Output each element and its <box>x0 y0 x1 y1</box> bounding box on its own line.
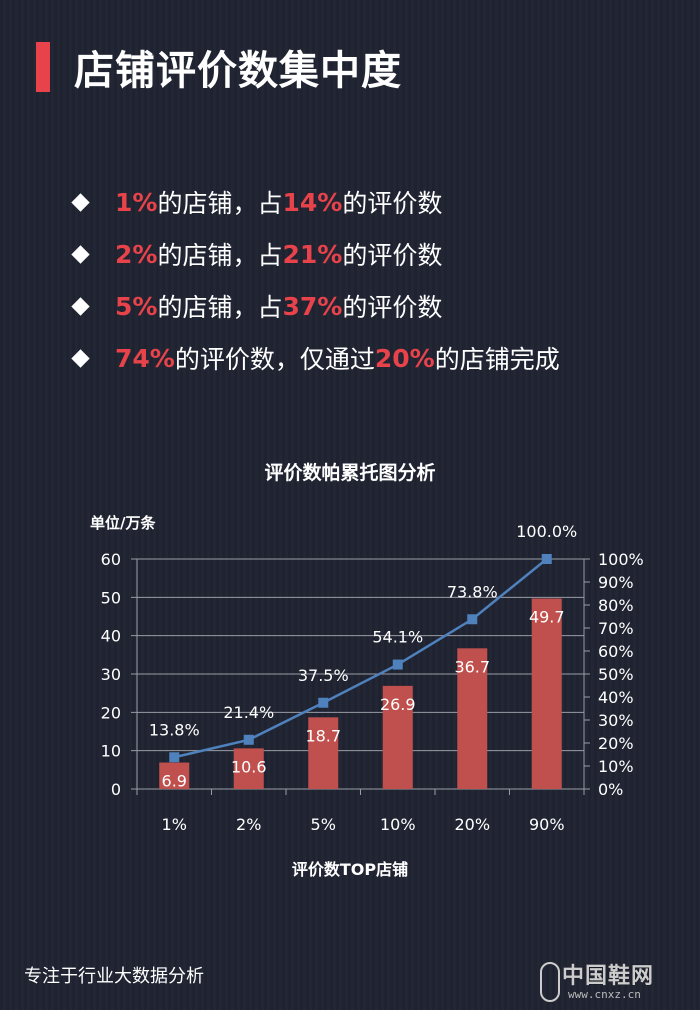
y-tick-label: 20 <box>101 703 121 722</box>
line-marker <box>541 554 552 564</box>
y2-tick-label: 90% <box>598 573 634 592</box>
line-data-label: 73.8% <box>447 582 498 601</box>
y2-tick-label: 10% <box>598 757 634 776</box>
bar <box>382 685 413 789</box>
bullet-item: 2% 的店铺，占 21% 的评价数 <box>70 228 560 280</box>
y-axis-label: 单位/万条 <box>90 514 156 532</box>
text: 的店铺，占 <box>157 241 283 270</box>
bar <box>457 648 488 789</box>
bar <box>308 717 339 789</box>
footprint-icon <box>540 962 560 1002</box>
text: 的评价数 <box>342 293 443 322</box>
y-tick-label: 50 <box>101 588 121 607</box>
y2-tick-label: 100% <box>598 550 644 569</box>
bullet-item: 1% 的店铺，占 14% 的评价数 <box>70 176 560 228</box>
y-tick-label: 10 <box>101 742 121 761</box>
text: 的评价数 <box>342 241 443 270</box>
line-data-label: 100.0% <box>516 522 577 541</box>
y2-tick-label: 80% <box>598 596 634 615</box>
y-tick-label: 40 <box>101 627 121 646</box>
x-tick-label: 10% <box>380 815 416 834</box>
highlight: 14% <box>282 187 343 217</box>
bar-data-label: 18.7 <box>305 726 341 745</box>
bar-data-label: 49.7 <box>529 607 565 626</box>
logo: 中国鞋网 www.cnxz.cn <box>540 958 655 1002</box>
line-data-label: 13.8% <box>149 720 200 739</box>
x-axis-label: 评价数TOP店铺 <box>291 860 409 879</box>
y-tick-label: 30 <box>101 665 121 684</box>
line-marker <box>392 659 403 670</box>
y-tick-label: 0 <box>111 780 121 799</box>
line-data-label: 21.4% <box>223 703 274 722</box>
line-marker <box>243 734 254 745</box>
title-accent-bar <box>36 42 50 92</box>
bar-data-label: 36.7 <box>454 657 490 676</box>
x-tick-label: 90% <box>529 815 565 834</box>
bar-data-label: 6.9 <box>162 772 187 791</box>
line-data-label: 54.1% <box>372 628 423 647</box>
bullet-item: 74% 的评价数，仅通过 20% 的店铺完成 <box>70 332 560 384</box>
x-tick-label: 2% <box>236 815 261 834</box>
y2-tick-label: 50% <box>598 665 634 684</box>
line-marker <box>318 697 329 708</box>
bullet-list: 1% 的店铺，占 14% 的评价数 2% 的店铺，占 21% 的评价数 5% 的店铺，占 37%… <box>70 176 560 384</box>
text: 的店铺完成 <box>434 345 560 374</box>
bullet-item: 5% 的店铺，占 37% 的评价数 <box>70 280 560 332</box>
highlight: 37% <box>282 291 343 321</box>
highlight: 74% <box>115 343 175 373</box>
y2-tick-label: 60% <box>598 642 634 661</box>
footer-tagline: 专注于行业大数据分析 <box>24 966 204 987</box>
bar-data-label: 10.6 <box>231 757 267 776</box>
line-data-label: 37.5% <box>298 666 349 685</box>
line-marker <box>467 614 478 625</box>
highlight: 1% <box>115 187 158 217</box>
text: 的店铺，占 <box>157 189 283 218</box>
y2-tick-label: 20% <box>598 734 634 753</box>
text: 的店铺，占 <box>157 293 283 322</box>
highlight: 20% <box>374 343 435 373</box>
cumulative-line <box>173 558 548 759</box>
highlight: 2% <box>115 239 158 269</box>
text: 的评价数 <box>342 189 443 218</box>
y-tick-label: 60 <box>101 550 121 569</box>
chart-title: 评价数帕累托图分析 <box>264 462 436 484</box>
y2-tick-label: 70% <box>598 619 634 638</box>
bar <box>159 762 190 789</box>
highlight: 5% <box>115 291 158 321</box>
x-tick-label: 5% <box>311 815 336 834</box>
page-title: 店铺评价数集中度 <box>74 48 402 94</box>
x-tick-label: 1% <box>162 815 187 834</box>
x-tick-label: 20% <box>454 815 490 834</box>
bar <box>233 748 264 789</box>
highlight: 21% <box>282 239 343 269</box>
line-marker <box>169 752 180 763</box>
text: 的评价数，仅通过 <box>174 345 375 374</box>
y2-tick-label: 0% <box>598 780 623 799</box>
bar-data-label: 26.9 <box>380 695 416 714</box>
y2-tick-label: 40% <box>598 688 634 707</box>
y2-tick-label: 30% <box>598 711 634 730</box>
bar <box>531 598 562 789</box>
logo-name: 中国鞋网 <box>562 964 655 989</box>
logo-url: www.cnxz.cn <box>568 988 641 1001</box>
